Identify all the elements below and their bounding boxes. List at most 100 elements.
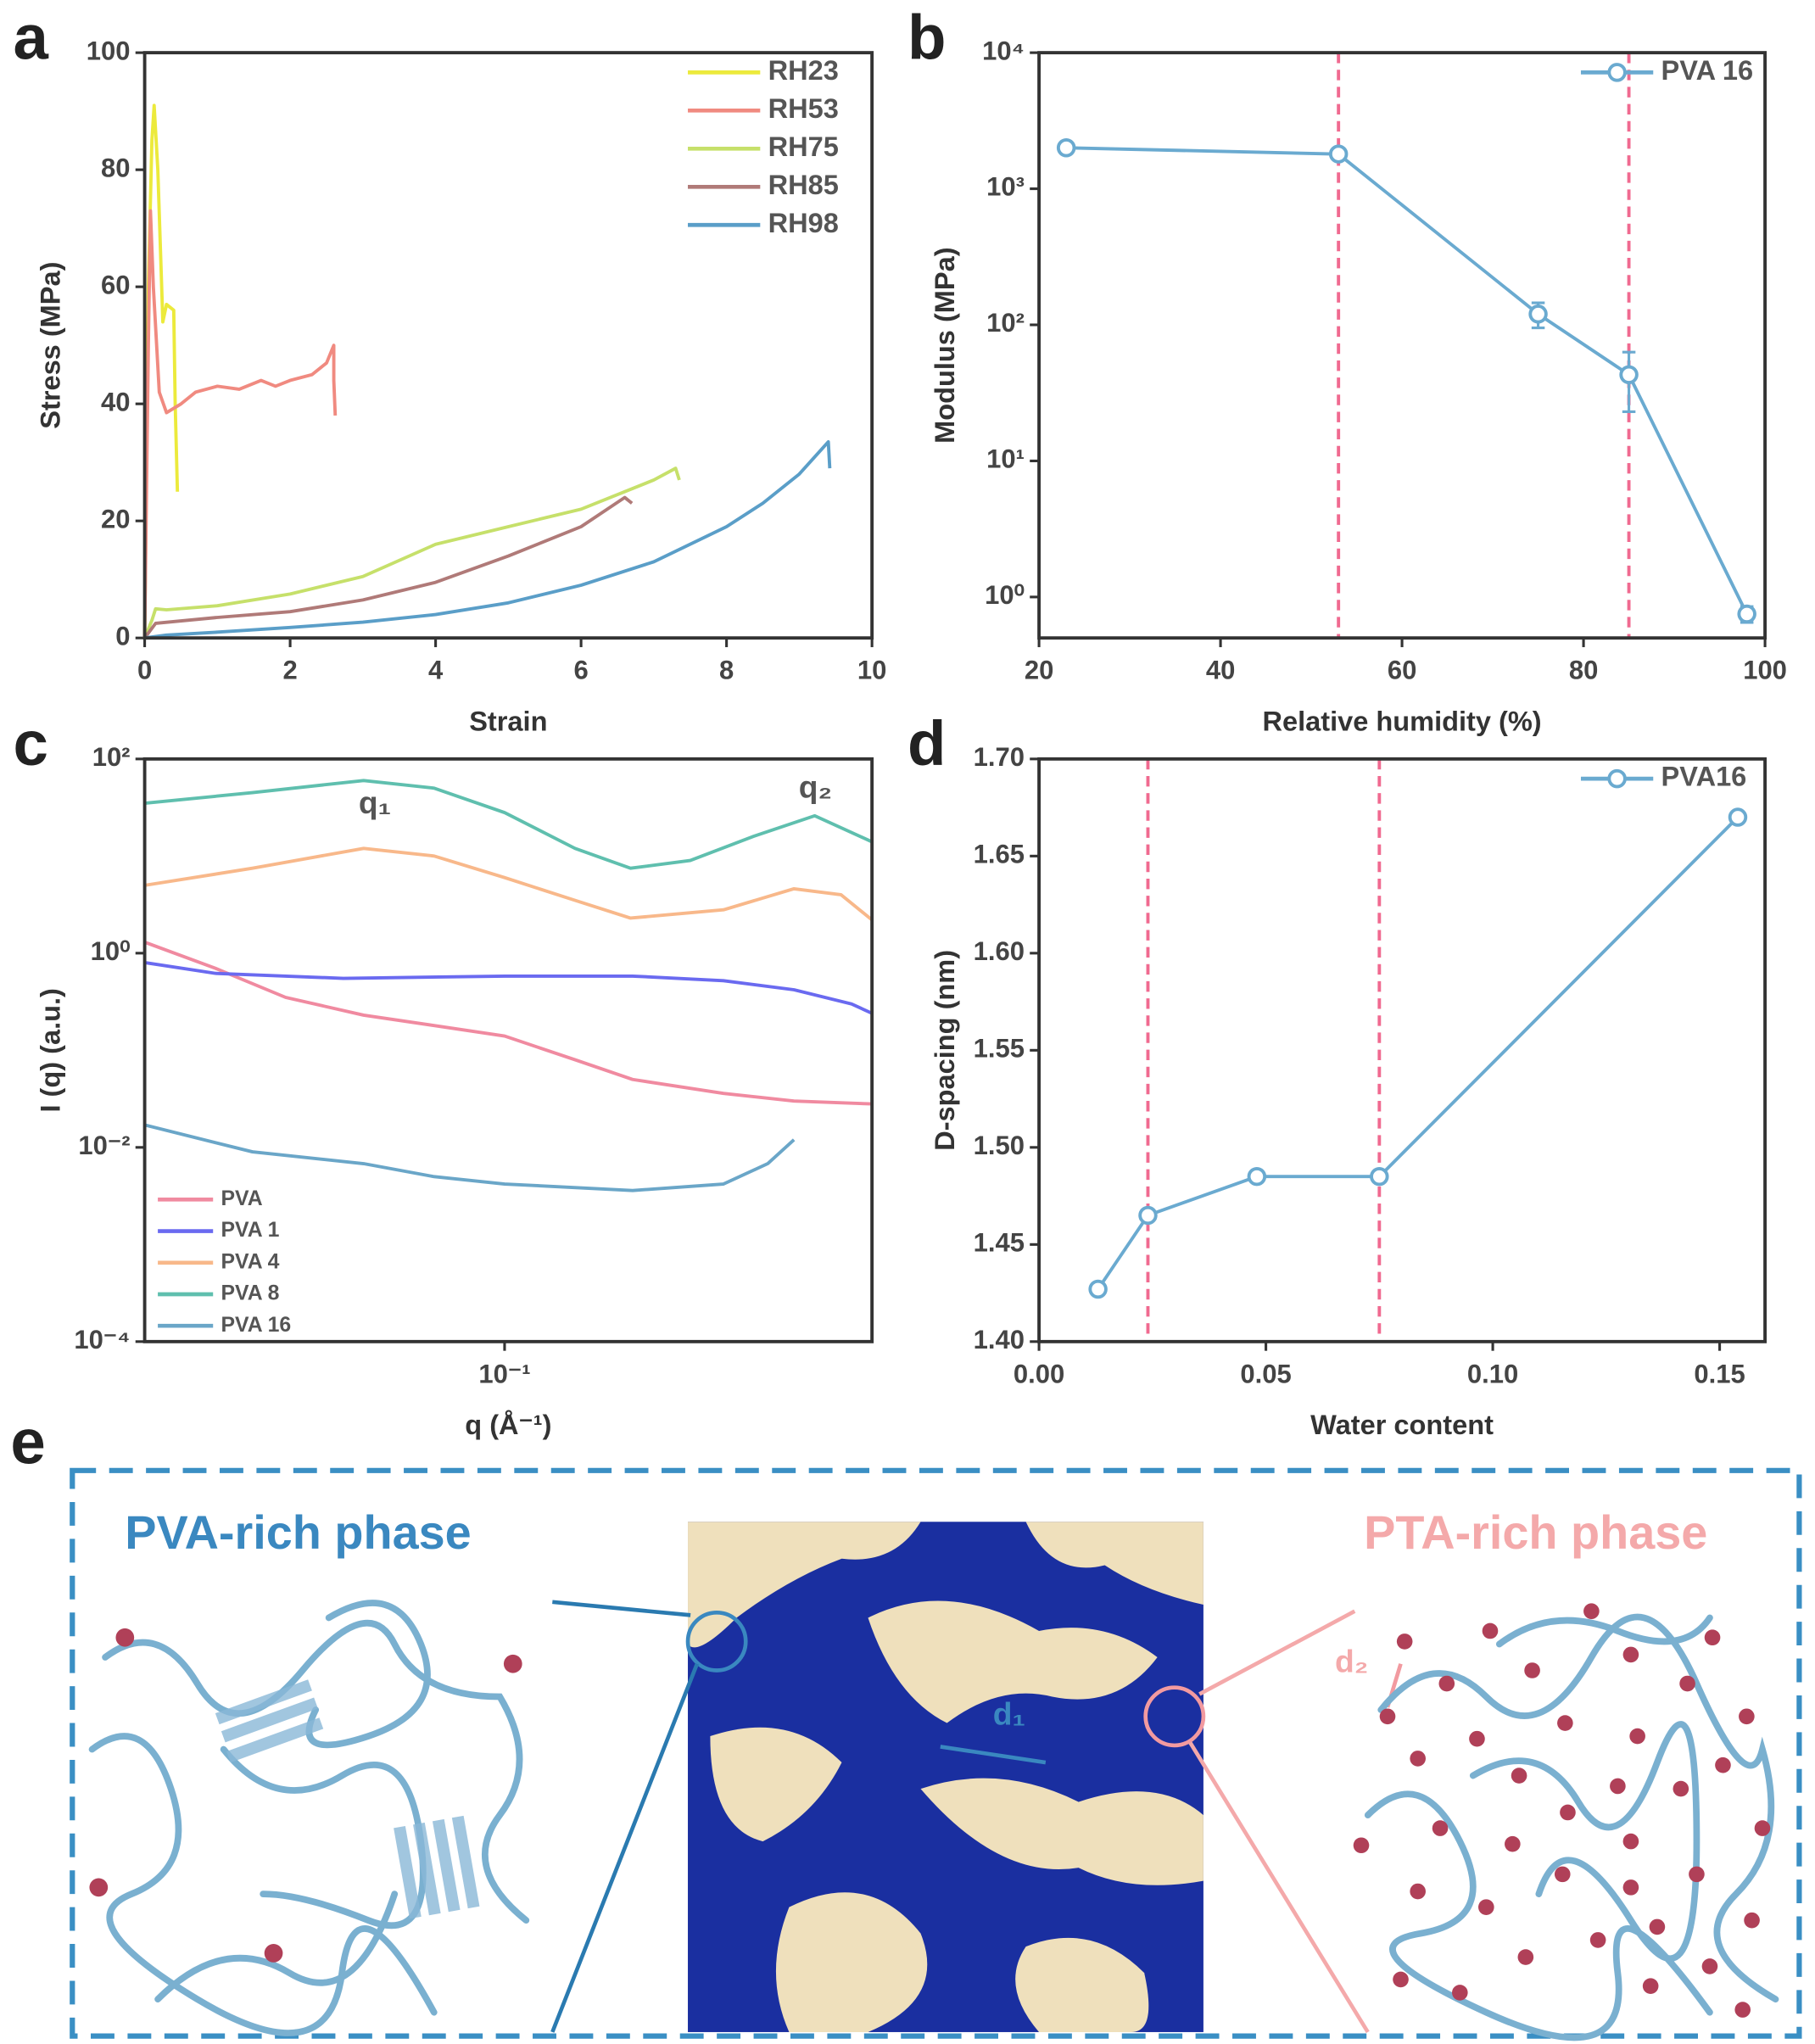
y-tick-label: 20 xyxy=(101,504,130,533)
panel-e: e PVA-rich phase PTA-rich phase d₁ d₂ xyxy=(10,1407,1802,2041)
legend-marker xyxy=(1607,768,1627,789)
y-tick-label: 10² xyxy=(986,308,1025,338)
series-line xyxy=(144,846,874,922)
pta-clusters xyxy=(89,1603,1771,2018)
series-line xyxy=(1097,816,1740,1291)
d2-label: d₂ xyxy=(1335,1644,1368,1679)
dashed-box xyxy=(70,1467,1802,2039)
y-tick-label: 10⁻² xyxy=(78,1131,130,1160)
y-tick-label: 1.60 xyxy=(974,936,1025,966)
panel-label: a xyxy=(14,2,49,72)
y-tick-label: 10⁰ xyxy=(91,936,131,966)
series-line xyxy=(144,1123,796,1192)
y-tick-label: 40 xyxy=(101,387,130,416)
x-tick-label: 40 xyxy=(1206,656,1235,685)
y-axis-title: D-spacing (nm) xyxy=(930,950,960,1151)
y-tick-label: 1.65 xyxy=(974,840,1025,869)
zoom-line xyxy=(1198,1609,1356,1696)
series-line xyxy=(142,466,681,639)
y-axis-title: Modulus (MPa) xyxy=(930,247,960,443)
y-tick-label: 1.40 xyxy=(974,1325,1025,1354)
legend-label: RH85 xyxy=(768,170,839,200)
y-axis-title: Stress (MPa) xyxy=(36,262,66,429)
data-point xyxy=(1528,304,1548,324)
legend-label: RH75 xyxy=(768,131,839,162)
series-line xyxy=(142,103,180,639)
left-title: PVA-rich phase xyxy=(125,1505,471,1559)
y-tick-label: 10⁻⁴ xyxy=(74,1325,130,1354)
y-tick-label: 10⁴ xyxy=(982,36,1025,65)
y-tick-label: 10² xyxy=(92,742,131,772)
legend-marker xyxy=(1607,63,1627,82)
y-axis-title: I (q) (a.u.) xyxy=(36,988,66,1112)
legend-label: PVA 16 xyxy=(221,1314,292,1337)
panel-label: b xyxy=(908,2,946,72)
y-tick-label: 1.50 xyxy=(974,1131,1025,1160)
data-point xyxy=(1619,365,1639,385)
y-tick-label: 1.70 xyxy=(974,742,1025,772)
y-tick-label: 1.45 xyxy=(974,1228,1025,1258)
series-line xyxy=(142,209,338,639)
x-tick-label: 10⁻¹ xyxy=(478,1359,530,1388)
annotation: q₂ xyxy=(799,768,832,804)
data-point xyxy=(1728,807,1748,827)
series-line xyxy=(144,779,873,870)
legend-label: RH98 xyxy=(768,208,839,238)
x-tick-label: 60 xyxy=(1388,656,1416,685)
legend-label: RH53 xyxy=(768,93,839,124)
y-tick-label: 0 xyxy=(115,621,130,651)
series-line xyxy=(144,440,832,640)
pva-chains xyxy=(88,1600,1779,2041)
legend-label: RH23 xyxy=(768,55,839,86)
x-axis-title: Strain xyxy=(469,706,547,737)
x-axis-title: q (Å⁻¹) xyxy=(465,1409,551,1440)
zoom-line xyxy=(552,1600,691,1617)
data-point xyxy=(1247,1166,1267,1187)
y-tick-label: 10³ xyxy=(986,172,1025,202)
right-title: PTA-rich phase xyxy=(1364,1505,1707,1559)
data-point xyxy=(1737,604,1756,624)
y-tick-label: 1.55 xyxy=(974,1034,1025,1064)
legend-label: PVA xyxy=(221,1187,263,1210)
plot-frame xyxy=(142,757,874,1343)
x-tick-label: 4 xyxy=(428,656,444,685)
y-tick-label: 100 xyxy=(87,36,131,65)
y-tick-label: 10¹ xyxy=(986,444,1025,474)
x-tick-label: 20 xyxy=(1025,656,1053,685)
zoom-line xyxy=(550,1662,700,2033)
plot-frame xyxy=(1037,757,1768,1343)
series-line xyxy=(143,941,873,1106)
panel-label: d xyxy=(908,708,946,779)
y-tick-label: 60 xyxy=(101,270,130,299)
data-point xyxy=(1088,1279,1108,1299)
y-tick-label: 80 xyxy=(101,153,130,182)
annotation: q₁ xyxy=(359,785,391,820)
afm-phases xyxy=(688,1522,1203,2032)
d1-label: d₁ xyxy=(993,1696,1025,1732)
x-tick-label: 0.05 xyxy=(1240,1359,1291,1388)
x-tick-label: 10 xyxy=(857,656,886,685)
series-line xyxy=(1066,146,1749,615)
plot-frame xyxy=(1037,51,1768,640)
x-tick-label: 8 xyxy=(719,656,734,685)
data-point xyxy=(1138,1205,1158,1226)
x-tick-label: 100 xyxy=(1743,656,1787,685)
x-tick-label: 80 xyxy=(1569,656,1598,685)
panel-label: e xyxy=(10,1407,45,1477)
x-axis-title: Water content xyxy=(1310,1410,1494,1440)
legend-label: PVA 16 xyxy=(1661,55,1754,86)
crystallites xyxy=(215,1679,480,1919)
x-tick-label: 6 xyxy=(573,656,588,685)
data-point xyxy=(1328,144,1349,164)
x-tick-label: 0.15 xyxy=(1694,1359,1745,1388)
x-tick-label: 0.10 xyxy=(1467,1359,1518,1388)
x-tick-label: 2 xyxy=(282,656,297,685)
panel-label: c xyxy=(14,708,48,779)
legend-label: PVA 1 xyxy=(221,1219,280,1242)
legend-label: PVA16 xyxy=(1661,762,1747,792)
y-tick-label: 10⁰ xyxy=(985,580,1025,610)
zoom-line xyxy=(1188,1741,1370,2034)
x-tick-label: 0.00 xyxy=(1014,1359,1064,1388)
series-line xyxy=(143,495,634,639)
